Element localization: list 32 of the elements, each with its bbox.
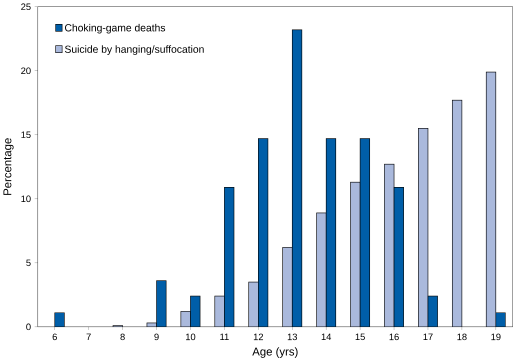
- x-tick-label: 9: [154, 333, 159, 340]
- bar: [248, 282, 259, 327]
- y-tick-label: 20: [21, 67, 31, 74]
- x-tick-label: 6: [52, 333, 57, 340]
- x-tick-label: 13: [288, 333, 298, 340]
- bar: [214, 296, 225, 327]
- y-tick-label: 10: [21, 195, 31, 202]
- y-tick-label: 5: [26, 259, 31, 266]
- bar: [350, 182, 360, 327]
- y-tick-label: 0: [26, 323, 31, 330]
- y-tick-label: 15: [21, 131, 31, 138]
- bar: [316, 212, 326, 327]
- x-tick-label: 15: [356, 333, 365, 340]
- x-tick-label: 19: [491, 333, 501, 340]
- x-tick-label: 18: [457, 333, 467, 340]
- x-tick-label: 10: [186, 333, 196, 340]
- x-tick-label: 16: [390, 333, 399, 340]
- x-tick-label: 8: [120, 333, 125, 340]
- x-tick-label: 14: [322, 333, 332, 340]
- bar: [452, 100, 462, 327]
- x-axis-title: Age (yrs): [252, 347, 298, 358]
- legend-label: Choking-game deaths: [65, 24, 166, 34]
- bar: [486, 72, 496, 327]
- x-tick-label: 12: [254, 333, 264, 340]
- legend-label: Suicide by hanging/suffocation: [64, 45, 204, 55]
- bar: [282, 247, 293, 327]
- x-tick-label: 17: [424, 333, 433, 340]
- x-tick-label: 7: [86, 333, 91, 340]
- y-tick-label: 25: [21, 3, 31, 10]
- x-tick-label: 11: [220, 333, 229, 340]
- y-axis-title: Percentage: [3, 138, 14, 195]
- bar: [418, 128, 428, 327]
